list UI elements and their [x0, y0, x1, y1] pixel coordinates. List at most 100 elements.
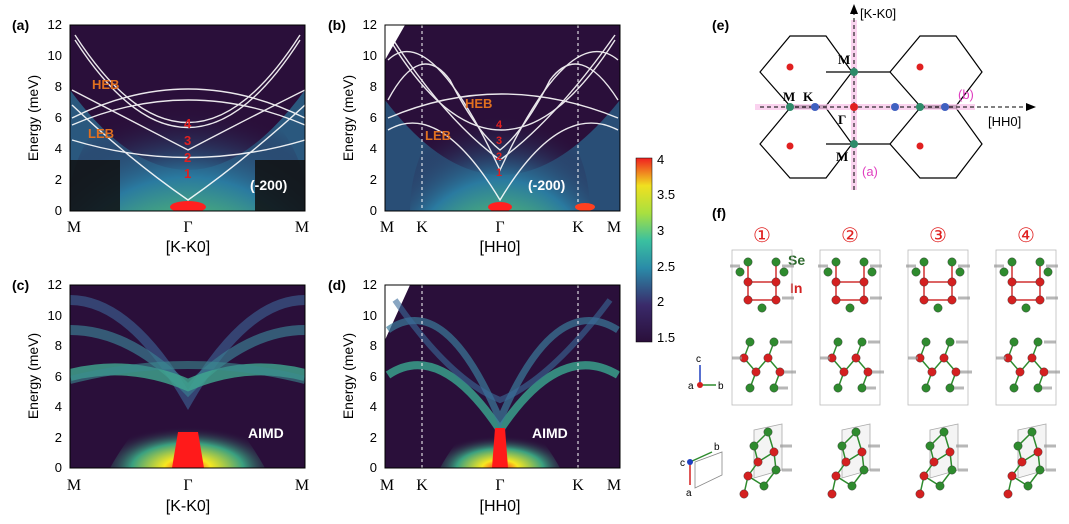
- se-atom: [1009, 383, 1019, 393]
- in-atom: [1015, 367, 1025, 377]
- mode-header: ③: [929, 223, 947, 247]
- point-label: M: [838, 52, 850, 67]
- y-tick: 6: [370, 369, 377, 384]
- in-atom: [769, 447, 779, 457]
- in-atom: [771, 295, 781, 305]
- se-atom: [921, 383, 931, 393]
- se-atom: [749, 441, 759, 451]
- axes-indicator-side: c a b: [688, 354, 724, 392]
- y-tick: 2: [55, 172, 62, 187]
- se-atom: [947, 257, 957, 267]
- in-atom: [743, 295, 753, 305]
- y-tick: 12: [48, 17, 62, 32]
- leb-label: LEB: [425, 128, 451, 143]
- x-tick: Γ: [183, 477, 192, 494]
- panel-label: (e): [712, 17, 729, 33]
- se-atom: [1033, 383, 1043, 393]
- se-atom: [1033, 337, 1043, 347]
- colorbar-tick: 2: [657, 294, 664, 309]
- y-tick: 0: [370, 460, 377, 475]
- in-atom: [1027, 353, 1037, 363]
- in-atom: [1035, 277, 1045, 287]
- in-atom: [1007, 471, 1017, 481]
- leb-label: LEB: [88, 126, 114, 141]
- in-atom: [951, 367, 961, 377]
- se-atom: [955, 267, 965, 277]
- y-tick: 8: [370, 338, 377, 353]
- in-atom: [775, 367, 785, 377]
- y-tick: 10: [363, 308, 377, 323]
- in-atom: [929, 457, 939, 467]
- se-atom: [933, 303, 943, 313]
- y-tick: 10: [48, 308, 62, 323]
- crystal-structures: [730, 249, 1060, 499]
- x-axis-title: [K-K0]: [166, 498, 210, 515]
- mode-number: 4: [496, 119, 503, 131]
- x-tick: M: [295, 219, 309, 236]
- axis-label-vertical: [K-K0]: [860, 6, 896, 21]
- y-tick: 0: [55, 203, 62, 218]
- q-point-tag: (-200): [528, 177, 565, 193]
- bond: [919, 356, 957, 374]
- aimd-tag: AIMD: [248, 425, 284, 441]
- se-atom: [779, 267, 789, 277]
- se-atom: [859, 465, 869, 475]
- x-tick: Γ: [495, 219, 504, 236]
- se-atom: [857, 383, 867, 393]
- heb-label: HEB: [92, 77, 119, 92]
- y-tick: 8: [55, 79, 62, 94]
- axes-indicator-perspective: c b a: [680, 442, 723, 499]
- mode-number: 3: [496, 135, 502, 147]
- se-atom: [939, 427, 949, 437]
- se-atom: [859, 257, 869, 267]
- se-atom: [769, 337, 779, 347]
- se-atom: [921, 337, 931, 347]
- mode-number: 3: [184, 133, 191, 148]
- mode-header: ②: [841, 223, 859, 247]
- in-atom: [927, 367, 937, 377]
- hexagon: [889, 107, 983, 179]
- se-atom: [919, 257, 929, 267]
- cut-a-label: (a): [862, 164, 878, 179]
- se-atom: [935, 481, 945, 491]
- panel-label: (d): [328, 277, 346, 293]
- high-symmetry-points: [786, 68, 949, 148]
- zone-centers: [786, 63, 924, 150]
- in-atom: [919, 277, 929, 287]
- unit-cell-frame: [731, 249, 793, 406]
- y-tick: 6: [55, 110, 62, 125]
- axis-b: b: [714, 442, 720, 453]
- in-atom: [1007, 277, 1017, 287]
- in-atom: [1039, 367, 1049, 377]
- mode-numbers: 4 3 2 1: [496, 119, 503, 179]
- colorbar-tick: 4: [657, 152, 664, 167]
- y-axis-title: Energy (meV): [340, 333, 356, 419]
- axis-a: a: [686, 488, 692, 499]
- cut-b-label: (b): [958, 87, 974, 102]
- panel-f: (f) ① ② ③ ④ Se In c a b c b a: [680, 205, 1060, 499]
- x-tick: K: [572, 219, 584, 236]
- panel-label: (a): [12, 17, 29, 33]
- se-atom: [911, 267, 921, 277]
- x-tick: M: [380, 219, 394, 236]
- y-ticks: 0 2 4 6 8 10 12: [48, 277, 62, 475]
- in-atom: [831, 277, 841, 287]
- x-tick: K: [416, 219, 428, 236]
- x-tick: M: [380, 477, 394, 494]
- in-atom: [919, 295, 929, 305]
- se-atom: [1023, 481, 1033, 491]
- y-ticks: 0 2 4 6 8 10 12: [363, 277, 377, 475]
- aimd-tag: AIMD: [532, 425, 568, 441]
- mode-number: 2: [496, 151, 502, 163]
- in-atom: [1007, 295, 1017, 305]
- se-atom: [823, 267, 833, 277]
- x-tick: M: [607, 477, 621, 494]
- in-atom: [831, 471, 841, 481]
- y-tick: 4: [55, 141, 62, 156]
- unit-cell-frame: [995, 249, 1057, 406]
- se-atom: [763, 427, 773, 437]
- mode-headers: ① ② ③ ④: [753, 223, 1035, 247]
- se-atom: [771, 257, 781, 267]
- y-tick: 0: [55, 460, 62, 475]
